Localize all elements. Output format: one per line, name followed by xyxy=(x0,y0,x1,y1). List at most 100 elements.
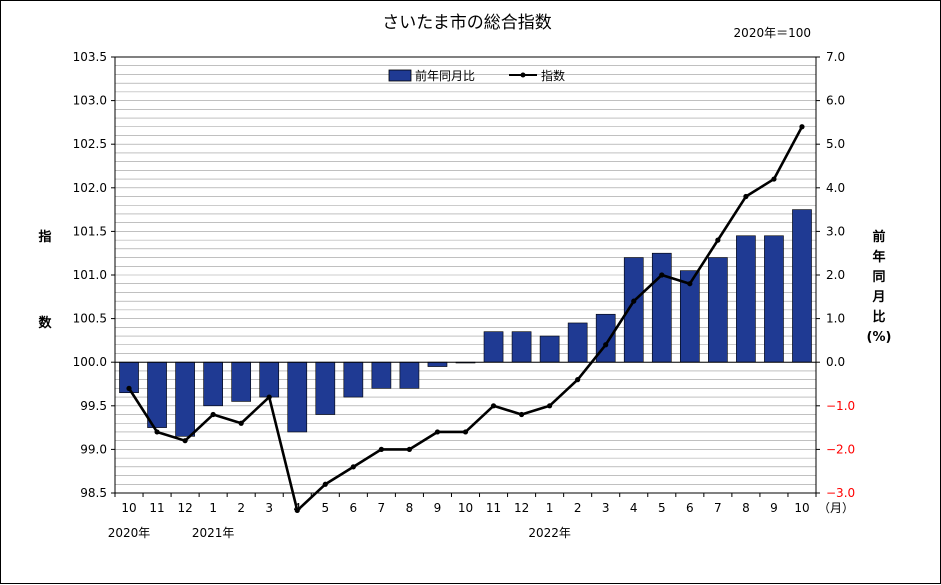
line-marker xyxy=(715,237,721,243)
left-tick-label: 101.5 xyxy=(73,224,107,238)
legend-label-bar: 前年同月比 xyxy=(415,68,475,83)
bar xyxy=(792,209,812,363)
left-axis-label-char: 指 xyxy=(38,229,51,245)
bar xyxy=(764,235,784,363)
x-tick-label: 4 xyxy=(293,501,301,515)
line-marker xyxy=(266,394,272,400)
right-tick-label: 7.0 xyxy=(826,50,845,64)
right-tick-label: 6.0 xyxy=(826,94,845,108)
line-marker xyxy=(687,281,693,287)
line-marker xyxy=(294,507,300,514)
x-tick-label: 5 xyxy=(658,501,666,515)
legend: 前年同月比 指数 xyxy=(388,68,565,83)
bar xyxy=(427,361,448,367)
left-tick-label: 100.0 xyxy=(73,355,107,369)
bar xyxy=(539,335,560,363)
line-marker xyxy=(659,272,665,278)
x-tick-label: 9 xyxy=(770,501,778,515)
right-axis-label-char: (%) xyxy=(867,330,892,345)
bar xyxy=(231,361,252,402)
bar xyxy=(708,257,728,363)
right-axis-label-char: 年 xyxy=(872,249,885,265)
x-tick-label: 3 xyxy=(602,501,610,515)
x-tick-label: 5 xyxy=(321,501,329,515)
left-tick-label: 103.0 xyxy=(73,94,107,108)
legend-marker xyxy=(520,72,526,78)
line-marker xyxy=(210,411,216,418)
x-tick-label: 7 xyxy=(714,501,722,515)
line-marker xyxy=(238,420,244,426)
x-tick-label: 1 xyxy=(209,501,217,515)
x-tick-label: 7 xyxy=(378,501,386,515)
left-tick-label: 101.0 xyxy=(73,268,107,282)
left-tick-label: 98.5 xyxy=(80,486,107,500)
right-tick-label: 2.0 xyxy=(826,268,845,282)
right-tick-label: −2.0 xyxy=(826,442,855,456)
line-marker xyxy=(771,176,777,182)
year-label: 2022年 xyxy=(528,526,571,540)
x-tick-label: 11 xyxy=(149,501,164,515)
right-tick-label: 0.0 xyxy=(826,355,845,369)
bar xyxy=(371,361,392,389)
bar xyxy=(343,361,364,398)
chart-title: さいたま市の総合指数 xyxy=(382,13,552,33)
x-tick-label: 10 xyxy=(794,501,809,515)
line-marker xyxy=(575,377,581,383)
right-axis-label-char: 月 xyxy=(871,290,885,305)
line-marker xyxy=(378,446,384,452)
right-axis-label-char: 同 xyxy=(872,270,885,285)
right-axis-label-char: 比 xyxy=(872,309,885,325)
x-tick-label: 11 xyxy=(486,501,501,515)
left-tick-label: 100.5 xyxy=(73,312,107,326)
line-marker xyxy=(434,429,441,435)
line-marker xyxy=(547,403,553,409)
left-tick-label: 99.5 xyxy=(80,399,107,413)
bar xyxy=(175,361,195,437)
line-marker xyxy=(322,481,328,487)
line-marker xyxy=(462,429,469,435)
x-tick-label: 12 xyxy=(514,501,529,515)
bar xyxy=(651,252,672,363)
bar xyxy=(259,361,280,398)
left-tick-label: 102.0 xyxy=(73,181,107,195)
legend-label-line: 指数 xyxy=(541,68,565,83)
line-marker xyxy=(182,438,188,444)
year-label: 2020年 xyxy=(108,526,151,540)
x-tick-label: 6 xyxy=(350,501,358,515)
left-tick-label: 103.5 xyxy=(73,50,107,64)
bar xyxy=(147,361,167,428)
x-tick-label: 2 xyxy=(574,501,582,515)
x-tick-label: 6 xyxy=(686,501,694,515)
line-marker xyxy=(743,193,749,200)
bar xyxy=(399,361,420,389)
line-marker xyxy=(490,403,497,409)
line-marker xyxy=(154,429,160,435)
x-tick-label: 12 xyxy=(177,501,192,515)
bar xyxy=(315,361,336,415)
month-unit-label: （月） xyxy=(818,501,854,515)
line-marker xyxy=(406,446,413,452)
line-marker xyxy=(126,385,132,391)
line-marker xyxy=(350,464,356,470)
x-tick-label: 4 xyxy=(630,501,638,515)
bar xyxy=(483,331,504,363)
right-tick-label: −1.0 xyxy=(826,399,855,413)
x-tick-label: 2 xyxy=(237,501,245,515)
x-tick-label: 8 xyxy=(406,501,414,515)
left-tick-label: 99.0 xyxy=(80,442,107,456)
bar xyxy=(203,361,223,407)
line-marker xyxy=(799,124,805,130)
x-tick-label: 10 xyxy=(121,501,136,515)
bar xyxy=(287,361,308,433)
bar xyxy=(567,322,588,363)
x-tick-label: 3 xyxy=(265,501,273,515)
right-tick-label: 3.0 xyxy=(826,224,845,238)
x-tick-label: 8 xyxy=(742,501,750,515)
right-tick-label: 5.0 xyxy=(826,137,845,151)
line-marker xyxy=(603,342,609,348)
legend-swatch-bar xyxy=(388,69,412,82)
plot-area: 98.599.099.5100.0100.5101.0101.5102.0102… xyxy=(73,50,856,540)
x-tick-label: 10 xyxy=(458,501,473,515)
